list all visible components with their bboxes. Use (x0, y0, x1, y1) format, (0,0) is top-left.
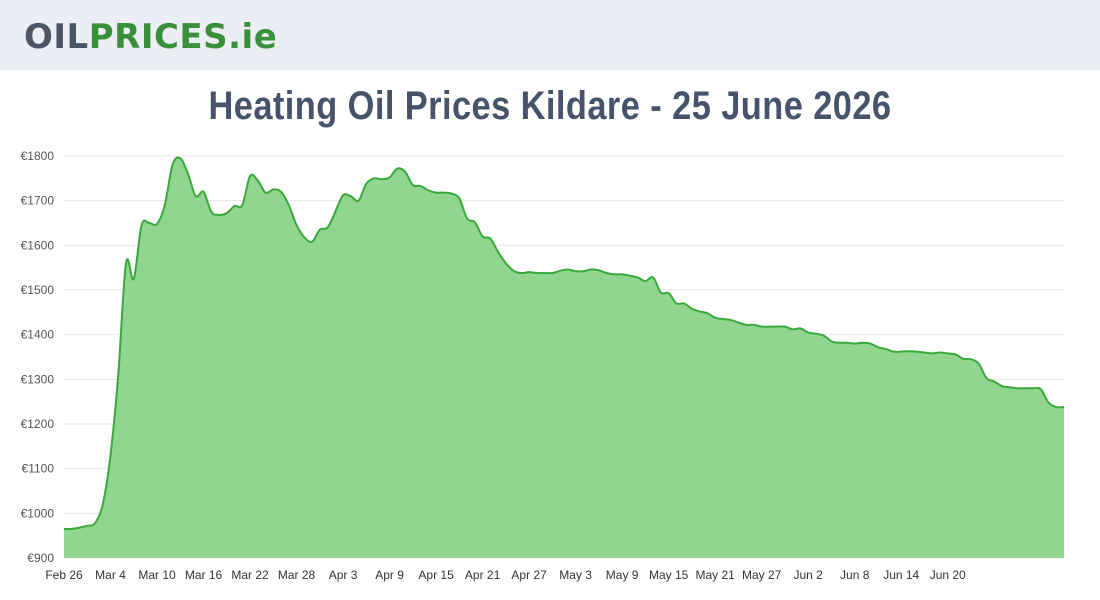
x-tick-label: May 27 (742, 568, 782, 582)
x-tick-label: Mar 4 (95, 568, 126, 582)
x-tick-label: Mar 16 (185, 568, 223, 582)
x-tick-label: Apr 15 (418, 568, 454, 582)
site-logo[interactable]: OILPRICES.ie (24, 14, 277, 60)
x-tick-label: May 9 (606, 568, 639, 582)
y-tick-label: €1300 (21, 372, 55, 386)
y-tick-label: €1700 (21, 194, 55, 208)
x-tick-label: Jun 8 (840, 568, 870, 582)
y-tick-label: €900 (27, 551, 54, 565)
x-tick-label: Jun 2 (794, 568, 824, 582)
price-area (64, 157, 1064, 558)
header-bar: OILPRICES.ie (0, 0, 1100, 70)
x-tick-label: May 21 (695, 568, 735, 582)
y-tick-label: €1100 (22, 462, 55, 476)
x-tick-label: Feb 26 (45, 568, 83, 582)
x-tick-label: May 15 (649, 568, 689, 582)
logo-text-oil: OIL (24, 17, 89, 57)
x-tick-label: Apr 21 (465, 568, 501, 582)
x-tick-label: Jun 20 (930, 568, 966, 582)
page-title: Heating Oil Prices Kildare - 25 June 202… (208, 84, 892, 128)
x-tick-label: Jun 14 (883, 568, 919, 582)
logo-text-prices: PRICES (88, 17, 229, 57)
y-tick-label: €1000 (21, 506, 55, 520)
x-tick-label: Apr 9 (375, 568, 404, 582)
y-tick-label: €1200 (21, 417, 55, 431)
x-tick-label: Mar 28 (278, 568, 316, 582)
y-tick-label: €1500 (21, 283, 55, 297)
y-tick-label: €1800 (21, 149, 55, 163)
x-axis: Feb 26 Mar 4 Mar 10 Mar 16 Mar 22 Mar 28 Apr 3… (45, 568, 966, 582)
y-axis: €900 €1000 €1100 €1200 €1300 €1400 €1500 €1600 €… (21, 149, 55, 565)
x-tick-label: Apr 27 (511, 568, 547, 582)
logo-text-ie: .ie (228, 17, 278, 57)
x-tick-label: May 3 (559, 568, 592, 582)
x-tick-label: Apr 3 (329, 568, 358, 582)
y-tick-label: €1600 (21, 238, 55, 252)
y-tick-label: €1400 (21, 328, 55, 342)
x-tick-label: Mar 10 (138, 568, 176, 582)
price-line (63, 156, 1065, 531)
price-chart: €900 €1000 €1100 €1200 €1300 €1400 €1500 €1600 €… (21, 149, 1065, 582)
x-tick-label: Mar 22 (231, 568, 269, 582)
